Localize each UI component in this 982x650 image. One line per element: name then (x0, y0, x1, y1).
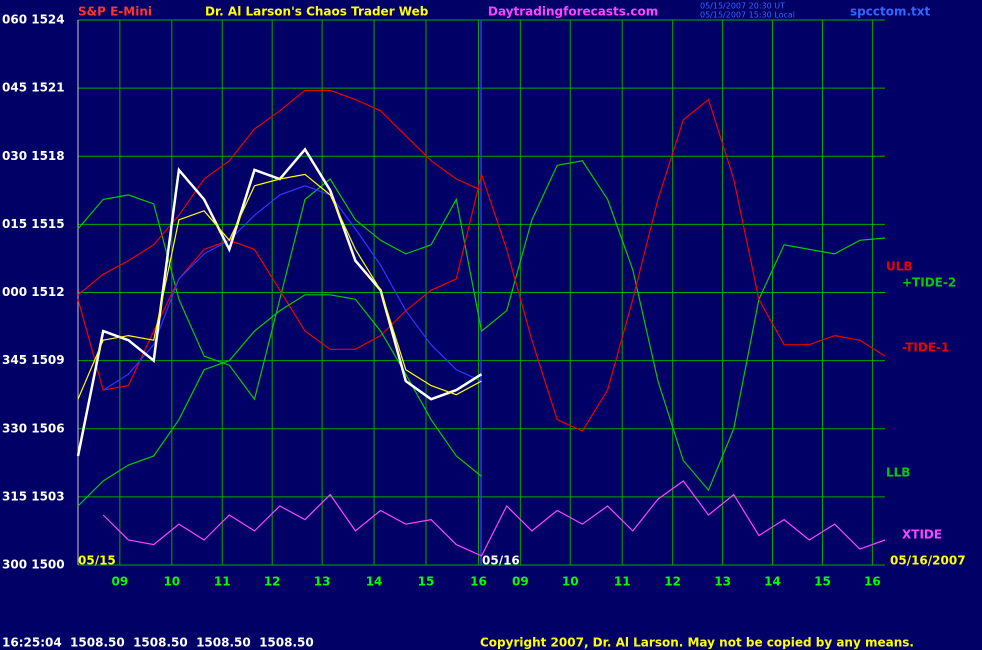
x-tick-label: 15 (418, 575, 435, 589)
time-local: 05/15/2007 15:30 Local (700, 11, 795, 20)
site: Daytradingforecasts.com (488, 5, 658, 19)
x-tick-label: 16 (470, 575, 487, 589)
x-tick-label: 15 (814, 575, 831, 589)
quote: 16:25:04 1508.50 1508.50 1508.50 1508.50 (2, 636, 314, 650)
y-tick-label: 330 1506 (2, 421, 65, 435)
x-tick-label: 12 (664, 575, 681, 589)
y-tick-label: 345 1509 (2, 353, 65, 367)
date-label: 05/16 (482, 554, 520, 568)
series-label: -TIDE-1 (902, 341, 949, 355)
y-tick-label: 300 1500 (2, 558, 65, 572)
y-tick-label: 030 1518 (2, 149, 65, 163)
series-line (102, 185, 482, 391)
time-ut: 05/15/2007 20:30 UT (700, 2, 785, 11)
series-label: ULB (886, 260, 913, 274)
date-label: 05/16/2007 (890, 554, 966, 568)
series-label: LLB (886, 466, 910, 480)
x-tick-label: 14 (366, 575, 383, 589)
y-tick-label: 015 1515 (2, 217, 65, 231)
date-label: 05/15 (78, 554, 116, 568)
series-line (77, 173, 482, 400)
series-line (102, 480, 886, 557)
y-tick-label: 000 1512 (2, 285, 65, 299)
x-tick-label: 10 (163, 575, 180, 589)
chart-title: Dr. Al Larson's Chaos Trader Web (205, 5, 429, 19)
symbol: S&P E-Mini (78, 5, 152, 19)
x-tick-label: 09 (512, 575, 529, 589)
x-tick-label: 09 (112, 575, 129, 589)
copyright: Copyright 2007, Dr. Al Larson. May not b… (480, 636, 914, 650)
x-tick-label: 10 (562, 575, 579, 589)
series-label: +TIDE-2 (902, 276, 956, 290)
x-tick-label: 14 (764, 575, 781, 589)
series-line (77, 160, 886, 492)
y-tick-label: 060 1524 (2, 13, 65, 27)
series-line (77, 98, 886, 432)
series-line (77, 294, 482, 507)
x-tick-label: 16 (864, 575, 881, 589)
x-tick-label: 13 (314, 575, 331, 589)
y-tick-label: 045 1521 (2, 81, 65, 95)
y-tick-label: 315 1503 (2, 489, 65, 503)
x-tick-label: 11 (614, 575, 631, 589)
file-name: spcctom.txt (850, 5, 930, 19)
x-tick-label: 13 (714, 575, 731, 589)
x-tick-label: 12 (264, 575, 281, 589)
series-line (77, 89, 482, 296)
x-tick-label: 11 (214, 575, 231, 589)
series-label: XTIDE (902, 528, 942, 542)
